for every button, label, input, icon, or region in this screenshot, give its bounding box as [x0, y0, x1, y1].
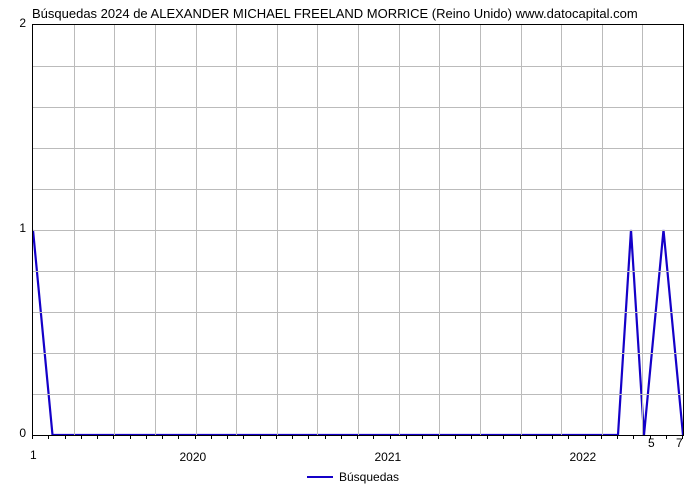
- x-minor-tick: [276, 435, 277, 439]
- x-tick-label-start: 1: [30, 448, 37, 462]
- x-minor-tick: [178, 435, 179, 439]
- x-minor-tick: [113, 435, 114, 439]
- chart-title: Búsquedas 2024 de ALEXANDER MICHAEL FREE…: [32, 6, 638, 21]
- x-minor-tick: [568, 435, 569, 439]
- x-minor-tick: [373, 435, 374, 439]
- x-minor-tick: [146, 435, 147, 439]
- legend: Búsquedas: [307, 470, 399, 484]
- x-minor-tick: [503, 435, 504, 439]
- x-minor-tick: [65, 435, 66, 439]
- x-minor-tick: [520, 435, 521, 439]
- grid-hline: [33, 66, 683, 67]
- grid-hline: [33, 230, 683, 231]
- x-year-label: 2020: [180, 450, 207, 464]
- x-minor-tick: [292, 435, 293, 439]
- x-minor-tick: [487, 435, 488, 439]
- legend-label: Búsquedas: [339, 470, 399, 484]
- plot-area: [32, 24, 684, 436]
- x-minor-tick: [585, 435, 586, 439]
- grid-hline: [33, 353, 683, 354]
- x-minor-tick: [308, 435, 309, 439]
- x-minor-tick: [633, 435, 634, 439]
- x-year-label: 2022: [570, 450, 597, 464]
- x-minor-tick: [357, 435, 358, 439]
- x-minor-tick: [32, 435, 33, 439]
- x-minor-tick: [48, 435, 49, 439]
- x-minor-tick: [455, 435, 456, 439]
- grid-hline: [33, 394, 683, 395]
- x-minor-tick: [390, 435, 391, 439]
- legend-swatch: [307, 476, 333, 478]
- x-minor-tick: [130, 435, 131, 439]
- x-minor-tick: [227, 435, 228, 439]
- x-minor-tick: [536, 435, 537, 439]
- grid-hline: [33, 271, 683, 272]
- x-minor-tick: [243, 435, 244, 439]
- y-tick-label: 0: [19, 426, 26, 440]
- x-minor-tick: [471, 435, 472, 439]
- grid-hline: [33, 189, 683, 190]
- grid-hline: [33, 107, 683, 108]
- x-minor-tick: [617, 435, 618, 439]
- x-minor-tick: [666, 435, 667, 439]
- y-tick-label: 1: [19, 221, 26, 235]
- chart-container: Búsquedas 2024 de ALEXANDER MICHAEL FREE…: [0, 0, 700, 500]
- x-minor-tick: [682, 435, 683, 439]
- x-minor-tick: [195, 435, 196, 439]
- x-minor-tick: [601, 435, 602, 439]
- x-minor-tick: [341, 435, 342, 439]
- grid-hline: [33, 148, 683, 149]
- x-year-label: 2021: [375, 450, 402, 464]
- y-tick-label: 2: [19, 16, 26, 30]
- grid-hline: [33, 312, 683, 313]
- x-minor-tick: [552, 435, 553, 439]
- x-minor-tick: [211, 435, 212, 439]
- x-minor-tick: [81, 435, 82, 439]
- x-minor-tick: [422, 435, 423, 439]
- x-minor-tick: [97, 435, 98, 439]
- x-minor-tick: [650, 435, 651, 439]
- x-minor-tick: [325, 435, 326, 439]
- x-minor-tick: [162, 435, 163, 439]
- x-minor-tick: [406, 435, 407, 439]
- x-minor-tick: [260, 435, 261, 439]
- x-minor-tick: [438, 435, 439, 439]
